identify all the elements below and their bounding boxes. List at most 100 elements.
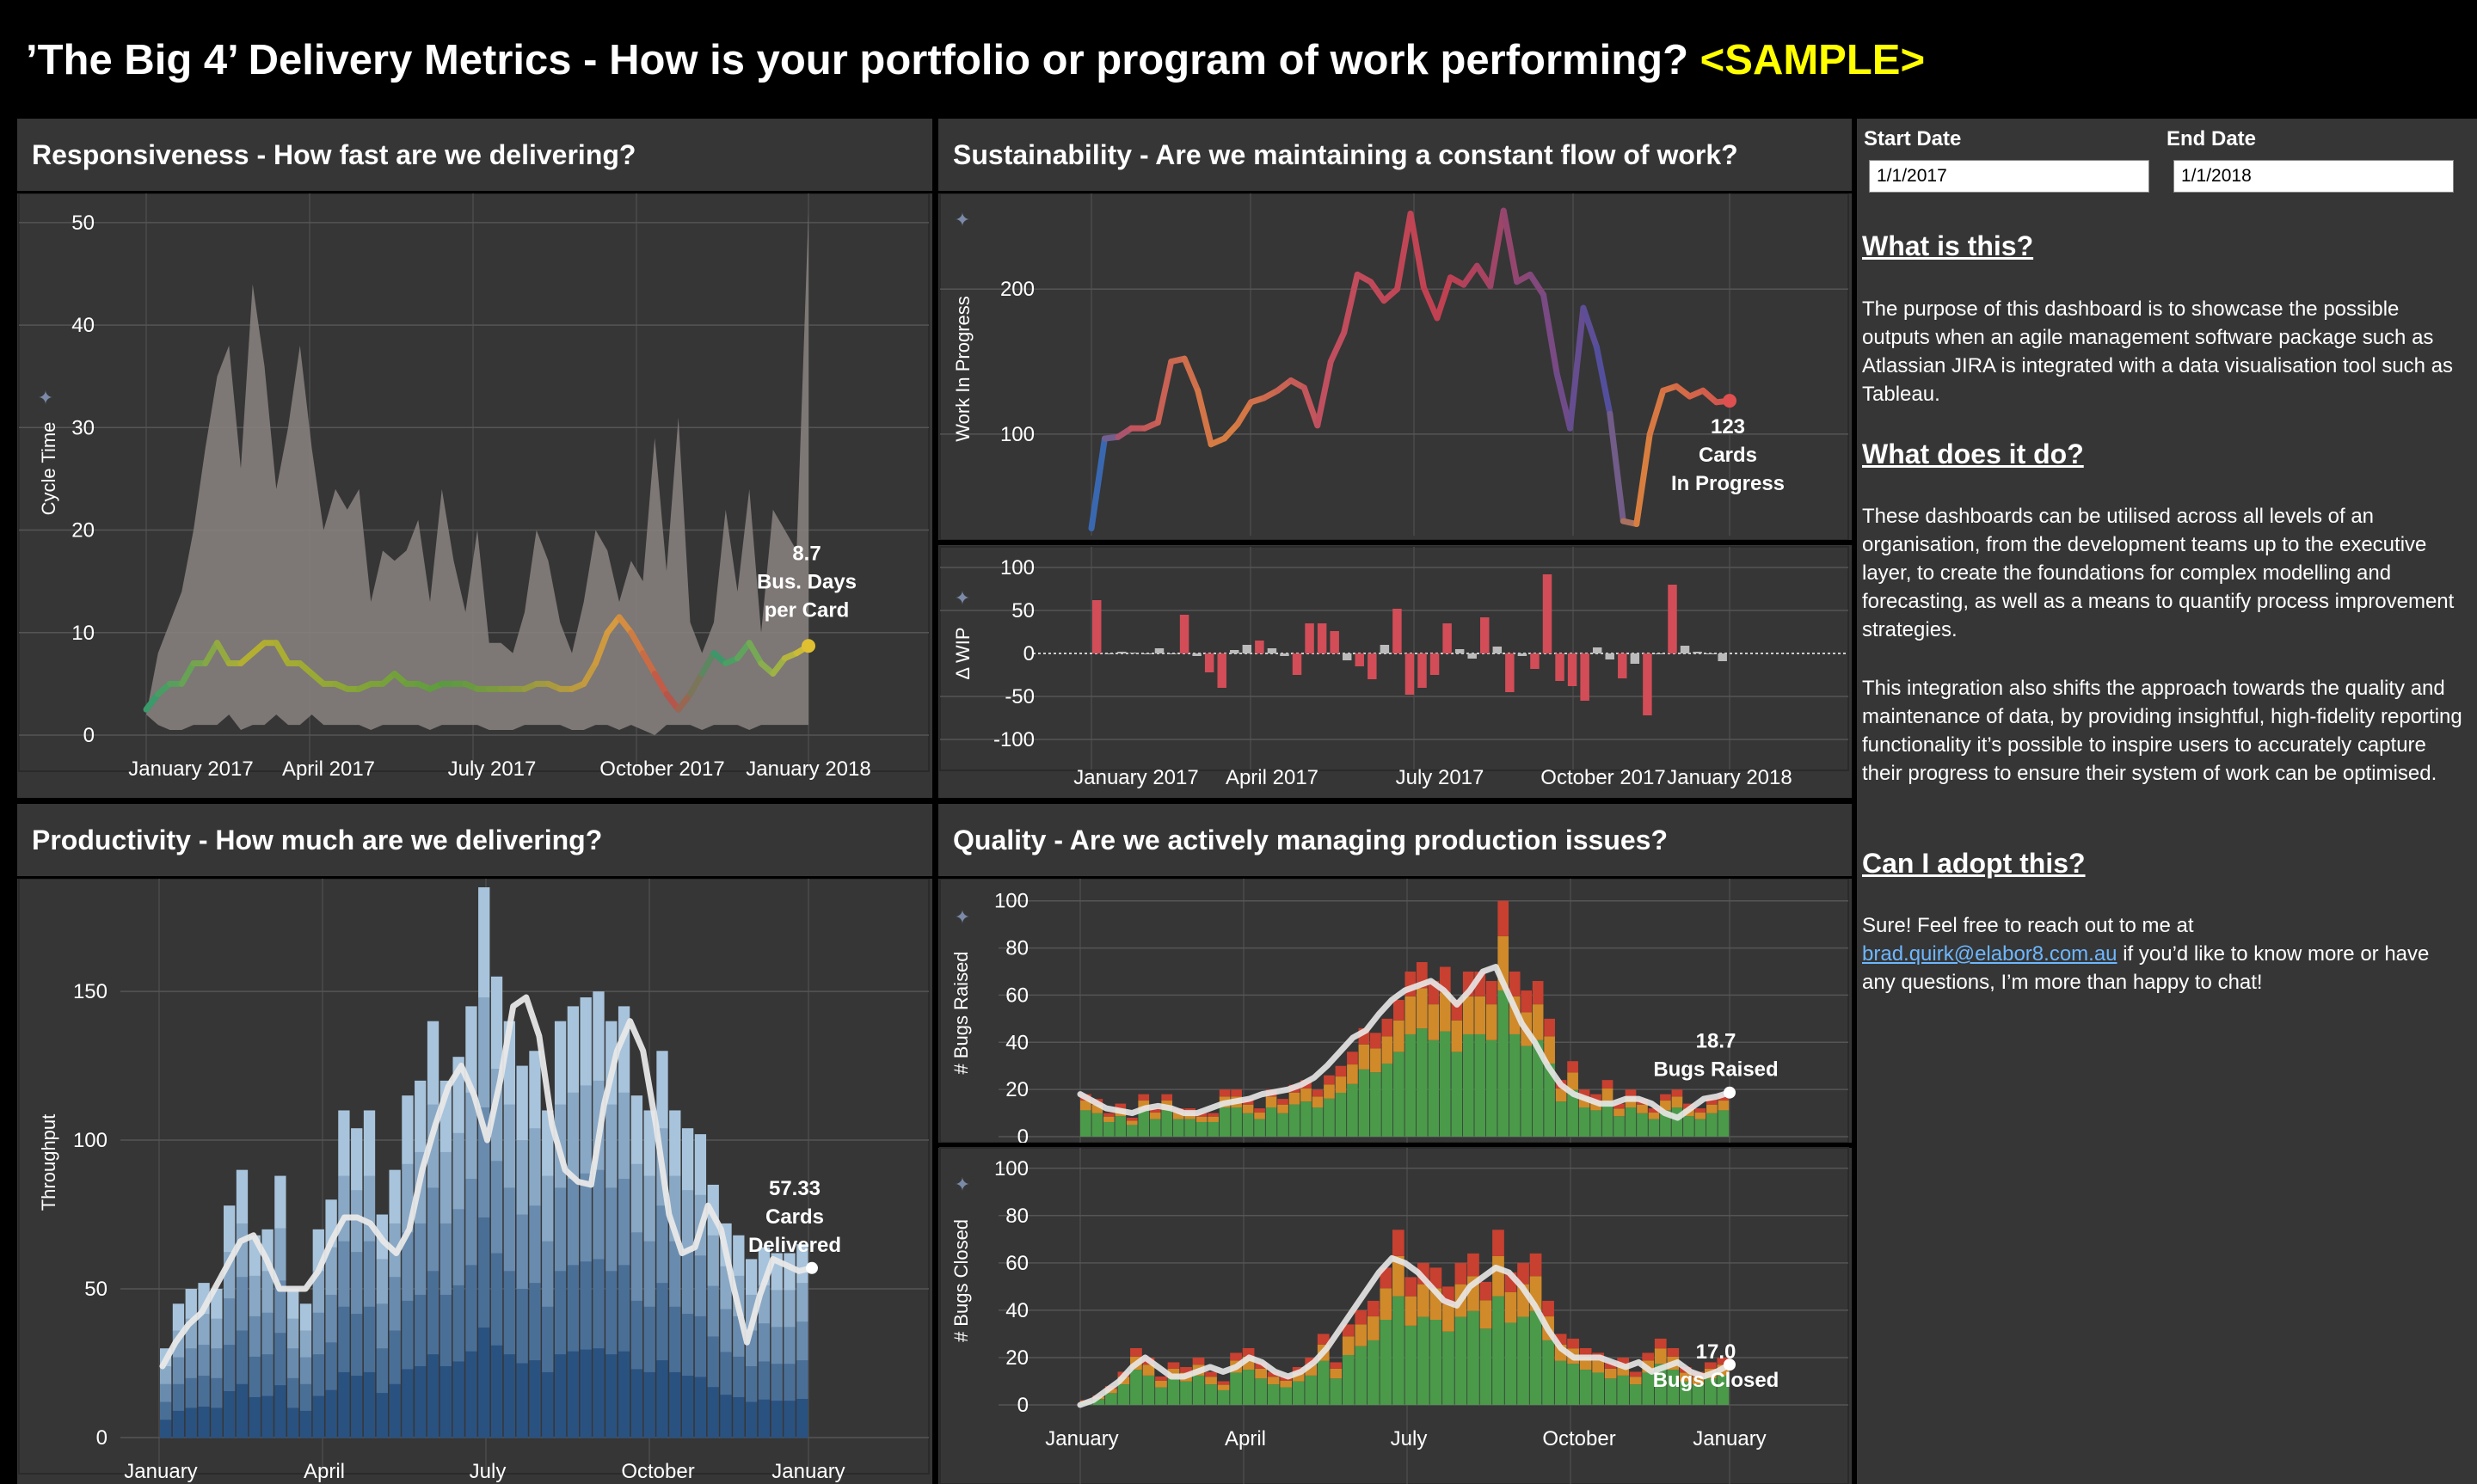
throughput-bar	[261, 1354, 274, 1397]
bug-bar	[1497, 900, 1509, 936]
bug-bar	[1555, 1101, 1567, 1137]
throughput-bar	[745, 1401, 758, 1438]
bug-bar	[1161, 1094, 1173, 1101]
cycle-time-segment	[178, 660, 197, 687]
delta-wip-bar	[1680, 646, 1690, 653]
throughput-bar	[211, 1407, 223, 1438]
bug-bar	[1706, 1104, 1718, 1113]
sustainability-chart[interactable]: 100 200 Work In Progress 123 Cards In Progres…	[938, 193, 1852, 798]
productivity-chart[interactable]: 0 50 100 150 Throughput 57.33 Cards Delivered Ja…	[17, 879, 932, 1484]
throughput-bar	[274, 1385, 286, 1438]
bug-bar	[1642, 1372, 1655, 1405]
y-tick-label: 30	[71, 416, 95, 439]
y-tick-label: 80	[1005, 937, 1029, 960]
delta-wip-bar	[1580, 653, 1589, 701]
responsiveness-chart[interactable]: 0 10 20 30 40 50 Cycle Time ✦ 8.7 Bus. Days per Ca…	[17, 193, 932, 798]
cycle-time-segment	[616, 614, 635, 636]
bug-bar	[1601, 1101, 1613, 1137]
bug-bar	[1242, 1113, 1254, 1137]
throughput-bar	[796, 1321, 808, 1361]
throughput-bar	[415, 1294, 427, 1367]
throughput-bar	[669, 1371, 681, 1438]
pin-icon: ✦	[955, 1174, 970, 1195]
throughput-bar	[389, 1277, 401, 1331]
throughput-bar	[415, 1080, 427, 1153]
throughput-bar	[160, 1401, 172, 1420]
x-tick-label: July	[1391, 1427, 1428, 1450]
bug-bar	[1292, 1381, 1305, 1405]
throughput-bar	[172, 1410, 185, 1438]
quality-chart[interactable]: 0 20 40 60 80 100 # Bugs Raised ✦ 18.7 Bugs Raise…	[938, 879, 1852, 1484]
bug-bar	[1355, 1346, 1368, 1405]
bug-bar	[1629, 1371, 1642, 1377]
bug-bar	[1242, 1104, 1254, 1113]
throughput-bar	[261, 1395, 274, 1438]
delta-wip-bar	[1517, 653, 1527, 656]
bug-bar	[1683, 1116, 1694, 1137]
bug-bar	[1521, 990, 1533, 1013]
delta-wip-bar	[1605, 653, 1614, 659]
throughput-bar	[338, 1241, 350, 1308]
throughput-bar	[593, 1348, 605, 1438]
throughput-bar	[707, 1387, 719, 1438]
delta-wip-bar	[1454, 649, 1465, 653]
throughput-bar	[516, 1289, 528, 1364]
throughput-bar	[274, 1280, 286, 1334]
bug-bar	[1172, 1119, 1184, 1137]
delta-wip-bar	[1492, 647, 1503, 653]
bug-bar	[1517, 1262, 1529, 1285]
throughput-bar	[567, 1092, 580, 1180]
contact-text: Sure! Feel free to reach out to me at bra…	[1862, 911, 2464, 996]
bug-bar	[1404, 1325, 1417, 1405]
bug-bar	[1277, 1104, 1288, 1113]
bug-bar	[1335, 1092, 1347, 1137]
throughput-bar	[593, 1259, 605, 1349]
throughput-bar	[478, 887, 490, 998]
bug-bar	[1718, 1101, 1730, 1111]
bug-bar	[1451, 1052, 1463, 1137]
delta-wip-bar	[1429, 653, 1440, 675]
throughput-bar	[503, 1271, 516, 1355]
throughput-bar	[351, 1314, 363, 1377]
throughput-bar	[618, 1092, 630, 1180]
throughput-bar	[630, 1369, 643, 1438]
delta-wip-bar	[1592, 647, 1602, 653]
throughput-bar	[593, 991, 605, 1082]
delta-wip-bar	[1668, 585, 1677, 653]
throughput-bar	[542, 1371, 554, 1438]
bug-bar	[1117, 1384, 1130, 1405]
bug-bar	[1317, 1360, 1330, 1405]
bug-bar	[1103, 1113, 1115, 1117]
throughput-bar	[211, 1318, 223, 1349]
bug-bar	[1288, 1104, 1300, 1137]
cycle-time-segment	[675, 690, 693, 713]
delta-wip-bar	[1280, 653, 1289, 656]
throughput-bar	[351, 1376, 363, 1438]
contact-email-link[interactable]: brad.quirk@elabor8.com.au	[1862, 942, 2117, 966]
throughput-bar	[198, 1314, 210, 1346]
what-does-it-do-text: These dashboards can be utilised across …	[1862, 505, 2455, 641]
throughput-bar	[439, 1294, 452, 1367]
throughput-bar	[542, 1175, 554, 1242]
throughput-bar	[325, 1342, 337, 1391]
bug-bar	[1330, 1368, 1343, 1379]
start-date-input[interactable]: 1/1/2017	[1869, 160, 2149, 193]
bug-bar	[1195, 1121, 1208, 1137]
wip-segment	[1327, 329, 1348, 365]
delta-wip-bar	[1267, 648, 1277, 653]
delta-wip-bar	[1442, 623, 1452, 653]
bug-bar	[1542, 1300, 1554, 1317]
delta-wip-bar	[1480, 617, 1490, 653]
delta-wip-bar	[1217, 653, 1226, 688]
bug-bar	[1454, 1316, 1467, 1405]
end-date-input[interactable]: 1/1/2018	[2173, 160, 2454, 193]
throughput-bar	[439, 1151, 452, 1224]
bug-bar	[1542, 1340, 1554, 1405]
bug-bar	[1091, 1104, 1103, 1113]
throughput-bar	[452, 1209, 464, 1286]
quality-header: Quality - Are we actively managing produ…	[938, 804, 1852, 879]
delta-wip-bar	[1154, 648, 1165, 653]
info-sidebar: Start Date 1/1/2017 End Date 1/1/2018 Wh…	[1857, 119, 2477, 1484]
throughput-bar	[567, 1265, 580, 1352]
throughput-bar	[287, 1348, 299, 1379]
